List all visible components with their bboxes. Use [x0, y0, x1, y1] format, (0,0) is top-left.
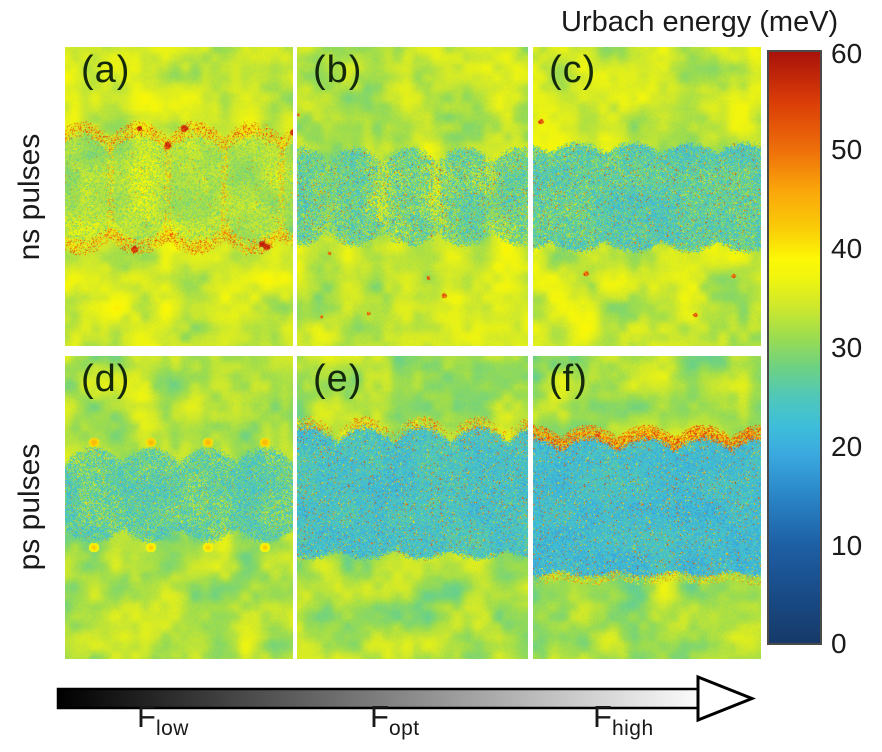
heatmap-panel-f: (f) — [533, 356, 761, 659]
colorbar-tick-20: 20 — [831, 431, 863, 462]
colorbar-tick-30: 30 — [831, 332, 863, 363]
panel-label-e: (e) — [313, 358, 363, 400]
heatmap-canvas-a — [65, 47, 293, 346]
heatmap-panel-c: (c) — [533, 47, 761, 346]
colorbar-title: Urbach energy (meV) — [561, 6, 839, 38]
colorbar-tick-0: 0 — [831, 628, 847, 659]
fluence-arrow-head — [696, 674, 757, 723]
fluence-label-opt-sub: opt — [388, 717, 420, 740]
heatmap-canvas-b — [297, 47, 528, 346]
heatmap-panel-a: (a) — [65, 47, 293, 346]
fluence-label-low: Flow — [137, 699, 189, 740]
heatmap-canvas-e — [297, 356, 528, 659]
row-label-ps-pulses: ps pulses — [13, 443, 46, 571]
panel-label-d: (d) — [81, 358, 131, 400]
fluence-label-high: Fhigh — [593, 699, 654, 740]
panel-label-f: (f) — [549, 358, 588, 400]
fluence-label-opt: Fopt — [370, 699, 420, 740]
colorbar-tick-60: 60 — [831, 38, 863, 69]
fluence-label-low-main: F — [137, 699, 156, 734]
heatmap-panel-d: (d) — [65, 356, 293, 659]
heatmap-canvas-c — [533, 47, 761, 346]
panel-label-c: (c) — [549, 49, 597, 91]
colorbar-tick-50: 50 — [831, 134, 863, 165]
fluence-label-high-main: F — [593, 699, 612, 734]
panel-label-a: (a) — [81, 49, 131, 91]
row-label-ns-pulses: ns pulses — [13, 133, 46, 261]
fluence-label-opt-main: F — [370, 699, 389, 734]
colorbar-tick-40: 40 — [831, 233, 863, 264]
fluence-label-low-sub: low — [155, 717, 189, 740]
heatmap-canvas-f — [533, 356, 761, 659]
fluence-label-high-sub: high — [611, 717, 654, 740]
heatmap-panel-b: (b) — [297, 47, 528, 346]
colorbar-tick-10: 10 — [831, 530, 863, 561]
heatmap-panel-e: (e) — [297, 356, 528, 659]
fluence-arrow — [56, 674, 757, 723]
heatmap-canvas-d — [65, 356, 293, 659]
panel-label-b: (b) — [313, 49, 363, 91]
colorbar-gradient — [767, 50, 822, 645]
